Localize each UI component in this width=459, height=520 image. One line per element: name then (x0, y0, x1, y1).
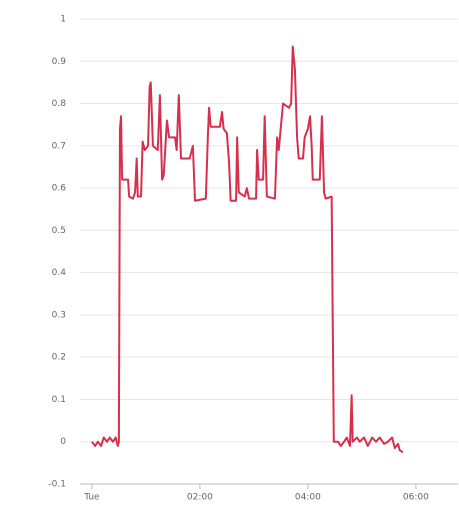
y-tick-label: 0.6 (52, 184, 67, 194)
x-tick-label: 04:00 (295, 493, 321, 503)
y-tick-label: 1 (60, 15, 66, 25)
y-tick-label: 0.9 (52, 57, 67, 67)
y-tick-label: 0 (60, 437, 66, 447)
x-tick-label: 02:00 (187, 493, 213, 503)
y-tick-label: -0.1 (48, 480, 66, 490)
y-tick-label: 0.8 (52, 99, 67, 109)
y-tick-label: 0.2 (52, 353, 66, 363)
y-tick-label: 0.7 (52, 141, 66, 151)
y-tick-label: 0.1 (52, 395, 66, 405)
y-tick-label: 0.4 (52, 268, 67, 278)
x-tick-label: 06:00 (403, 493, 429, 503)
y-tick-label: 0.5 (52, 226, 66, 236)
y-tick-label: 0.3 (52, 310, 66, 320)
x-tick-label: Tue (83, 493, 100, 503)
data-line (91, 45, 404, 454)
